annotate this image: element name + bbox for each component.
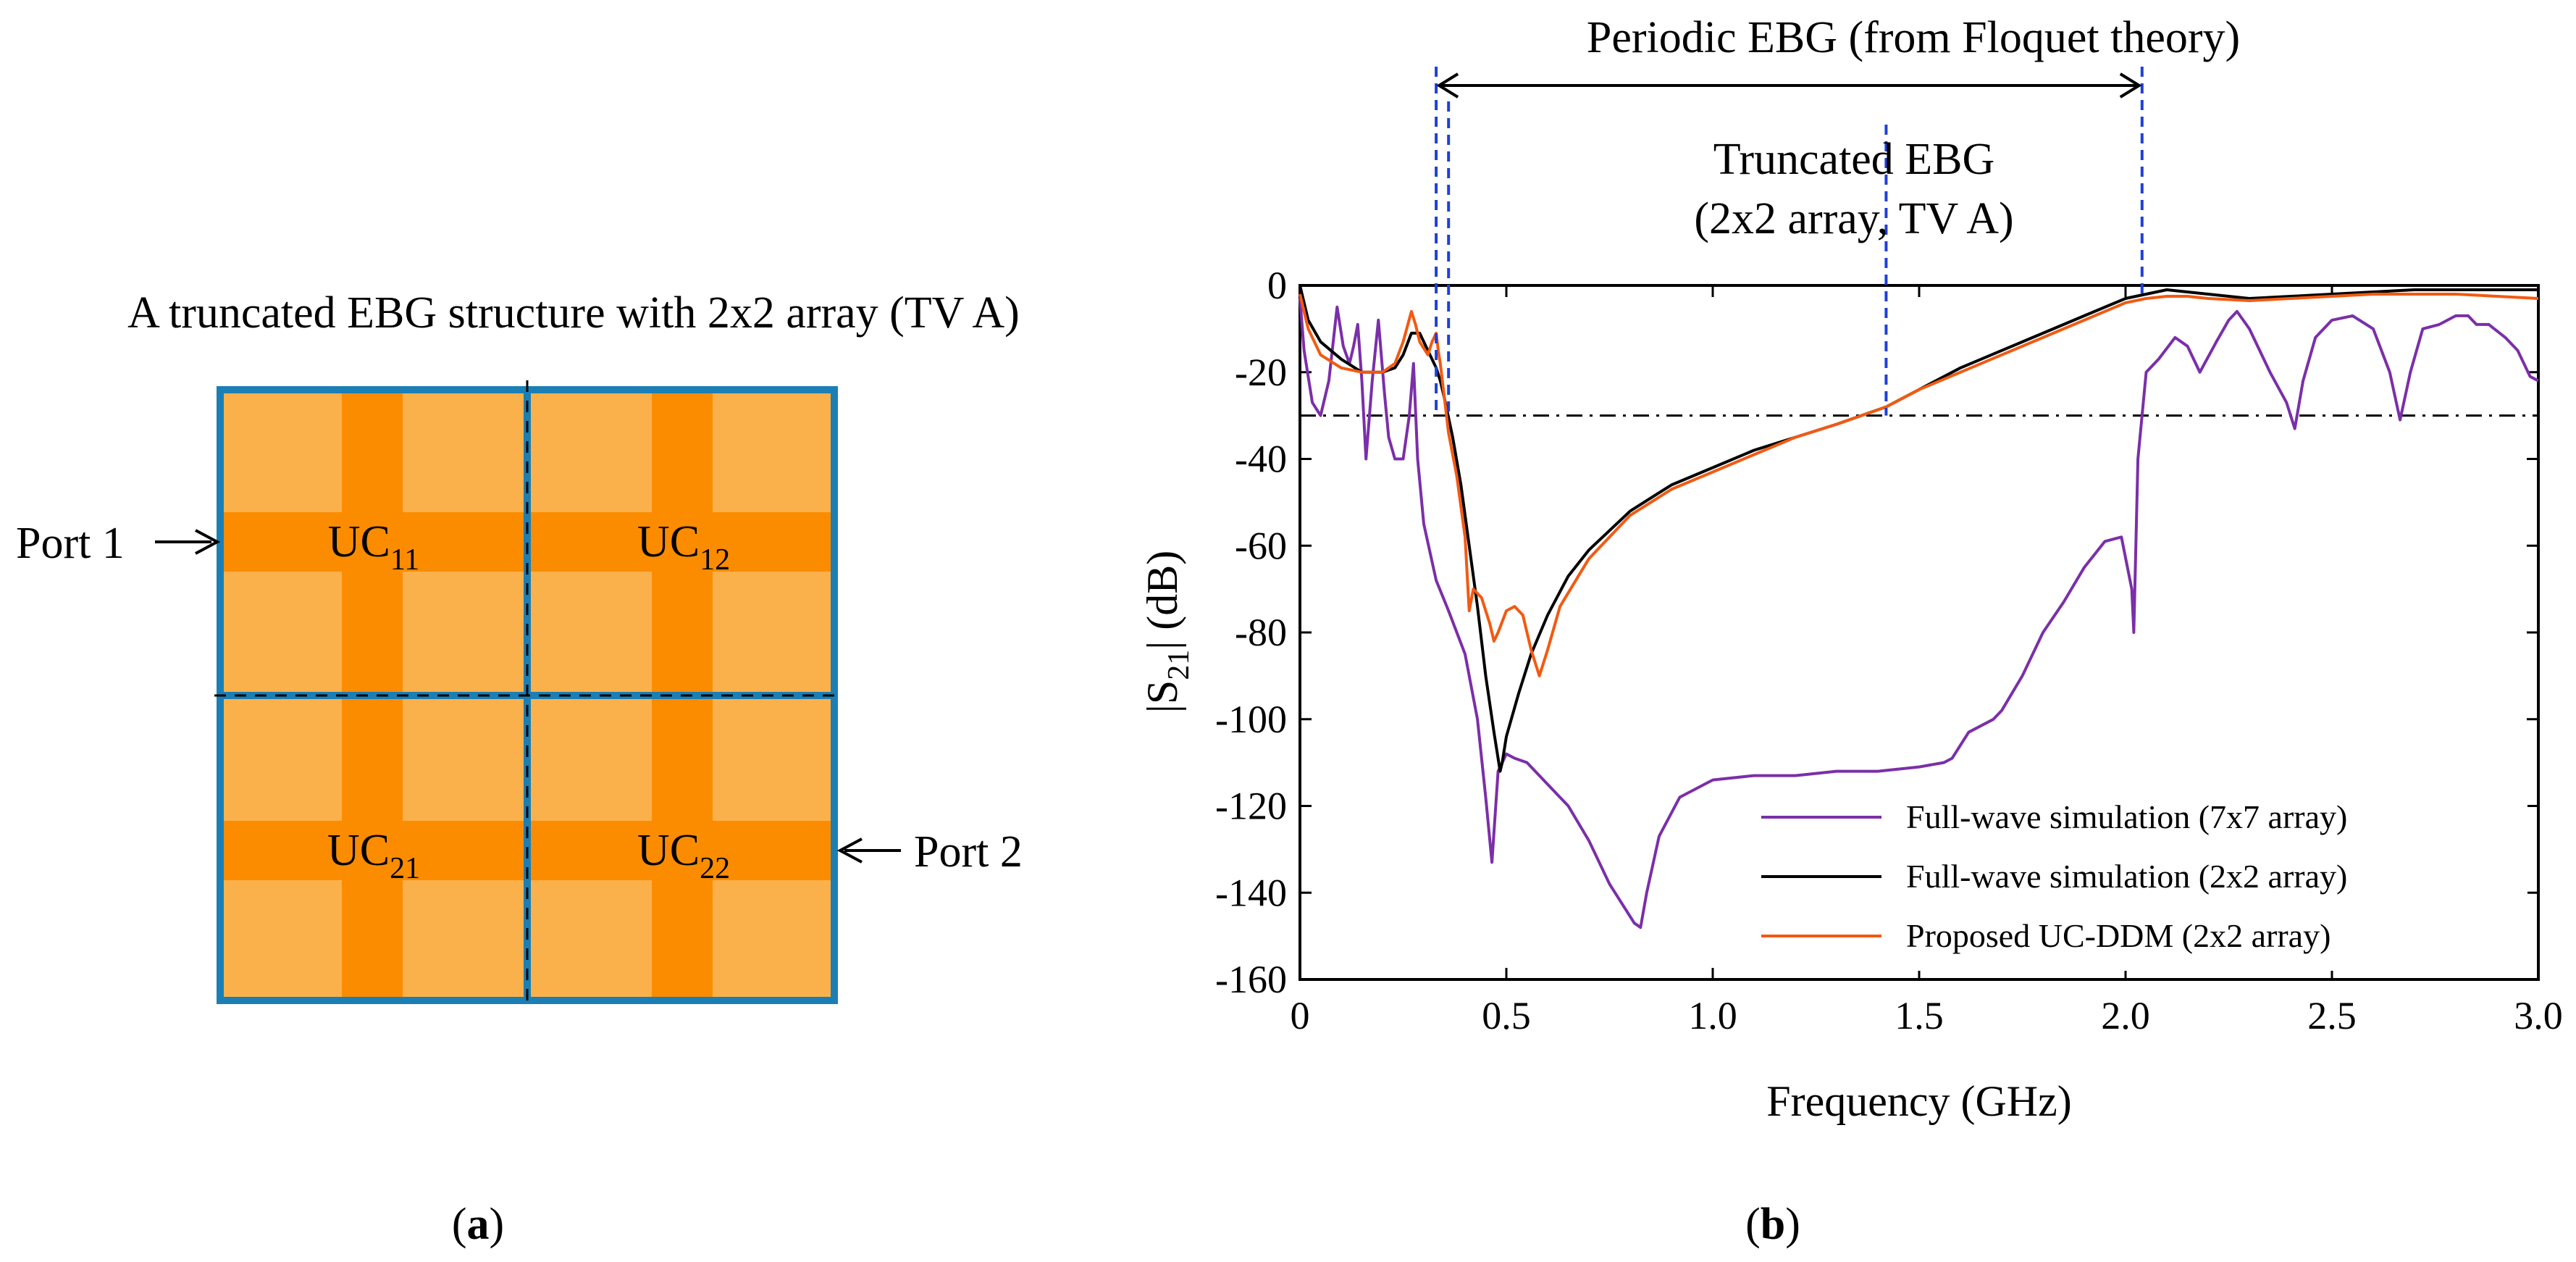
x-tick-label: 2.0 [2101, 994, 2150, 1037]
x-tick-label: 3.0 [2514, 994, 2563, 1037]
x-tick-label: 2.5 [2307, 994, 2357, 1037]
series-layer [1299, 285, 2539, 929]
panel-a-label: (a) [452, 1200, 504, 1249]
legend-background [1753, 782, 2527, 971]
series-line-ucddm [1299, 293, 2539, 677]
arrow-left-icon [1436, 72, 1459, 99]
cell-label-uc21: UC21 [327, 826, 420, 885]
x-axis-label: Frequency (GHz) [1766, 1077, 2072, 1125]
y-tick-labels: 0 -20 -40 -60 -80 -100 -120 -140 -160 [1215, 264, 1287, 1001]
panel-a: A truncated EBG structure with 2x2 array… [16, 288, 1023, 1249]
x-tick-label: 1.0 [1688, 994, 1737, 1037]
port-2: Port 2 [836, 827, 1023, 877]
x-tick-label: 1.5 [1895, 994, 1944, 1037]
legend-label-ucddm: Proposed UC-DDM (2x2 array) [1906, 917, 2330, 954]
legend-label-2x2: Full-wave simulation (2x2 array) [1906, 858, 2347, 895]
port-1-label: Port 1 [16, 519, 125, 568]
ebg-structure: UC11 UC12 UC21 UC22 [214, 380, 840, 1007]
y-tick-label: -60 [1235, 524, 1287, 567]
y-tick-label: -40 [1235, 438, 1287, 481]
x-tick-labels: 0 0.5 1.0 1.5 2.0 2.5 3.0 [1291, 994, 2563, 1037]
cell-label-uc12: UC12 [637, 517, 730, 577]
y-tick-label: -160 [1215, 958, 1287, 1001]
x-tick-label: 0 [1291, 994, 1310, 1037]
arrow-right-icon [2119, 72, 2142, 99]
partition-dashes [214, 380, 840, 1007]
y-tick-label: -120 [1215, 785, 1287, 828]
axis-ticks [1299, 284, 2540, 981]
legend-label-7x7: Full-wave simulation (7x7 array) [1906, 798, 2347, 835]
legend: Full-wave simulation (7x7 array) Full-wa… [1753, 782, 2527, 971]
y-tick-label: -20 [1235, 351, 1287, 394]
periodic-band-label: Periodic EBG (from Floquet theory) [1587, 13, 2240, 62]
truncated-band-label-line2: (2x2 array, TV A) [1694, 194, 2013, 243]
port-1: Port 1 [16, 519, 221, 568]
port-1-arrow-icon [195, 529, 221, 555]
panel-b-label: (b) [1745, 1200, 1800, 1249]
series-line-7x7 [1299, 298, 2539, 929]
truncated-band-label-line1: Truncated EBG [1713, 135, 1995, 184]
cell-label-uc11: UC11 [328, 517, 420, 577]
y-tick-label: -140 [1215, 871, 1287, 914]
port-2-arrow-icon [836, 837, 863, 864]
panel-b: 0 0.5 1.0 1.5 2.0 2.5 3.0 0 -20 -40 -60 -80 -100 -12… [1138, 13, 2563, 1249]
y-tick-label: -80 [1235, 611, 1287, 654]
band-annotations [1435, 67, 2144, 416]
y-tick-label: 0 [1267, 264, 1287, 307]
y-axis-label: |S21| (dB) [1138, 551, 1196, 713]
port-2-label: Port 2 [914, 827, 1023, 877]
cell-label-uc22: UC22 [637, 826, 730, 885]
y-tick-label: -100 [1215, 698, 1287, 741]
x-tick-label: 0.5 [1482, 994, 1531, 1037]
panel-a-title: A truncated EBG structure with 2x2 array… [127, 288, 1020, 338]
